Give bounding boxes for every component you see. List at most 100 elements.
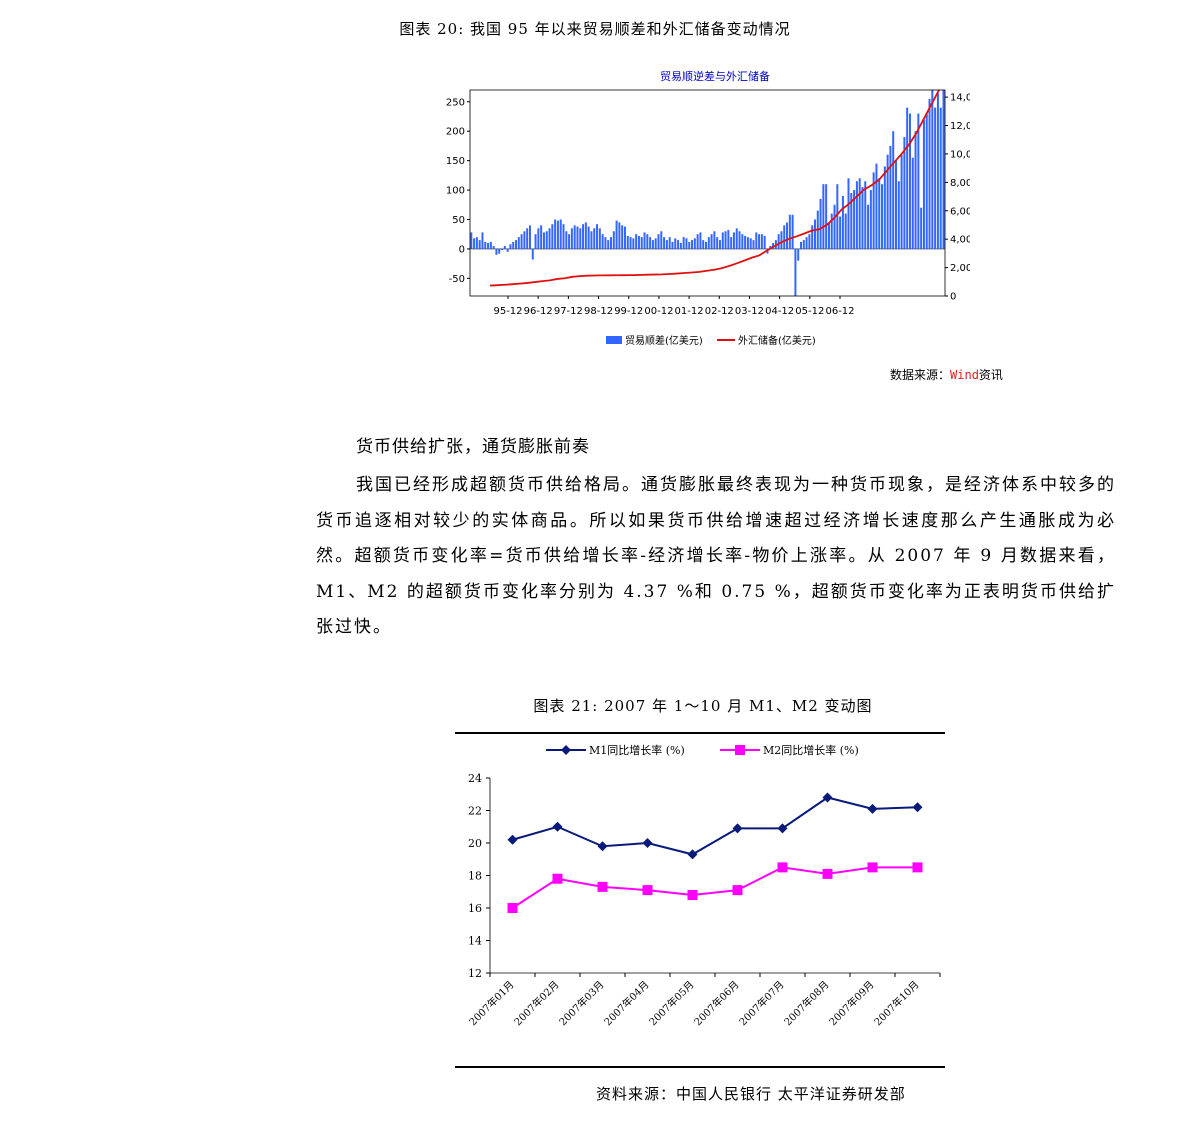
trade-fx-chart: 贸易顺逆差与外汇储备 -50 0 50 100 150 200 250 0 2,000 4,000… <box>430 60 985 350</box>
trade-bar <box>797 248 800 261</box>
trade-bar <box>939 107 942 249</box>
m2-point <box>777 862 788 873</box>
x-tick-label: 98-12 <box>584 306 613 317</box>
right-tick-label: 8,000 <box>950 178 970 189</box>
trade-bar <box>665 240 668 249</box>
section-heading: 货币供给扩张，通货膨胀前奏 <box>356 437 590 457</box>
trade-bar <box>601 234 604 249</box>
trade-bar <box>766 248 769 254</box>
right-tick-label: 12,000 <box>950 121 970 132</box>
trade-bar <box>892 131 895 249</box>
trade-bar <box>724 231 727 249</box>
x-tick-label: 96-12 <box>524 306 553 317</box>
m2-point <box>867 862 878 873</box>
trade-bar <box>741 234 744 249</box>
trade-bar <box>637 235 640 249</box>
trade-bar <box>654 238 657 249</box>
m1-point <box>687 849 698 860</box>
m2-point <box>507 903 518 913</box>
trade-bar <box>744 235 747 249</box>
m1-point <box>552 821 563 832</box>
trade-bar <box>755 232 758 249</box>
trade-bar <box>833 204 836 249</box>
trade-bar <box>657 234 660 249</box>
trade-bar <box>705 241 707 249</box>
trade-bar <box>531 248 534 260</box>
x-tick-label: 2007年10月 <box>871 978 921 1028</box>
trade-bar <box>788 214 791 249</box>
trade-bar <box>481 232 484 249</box>
m2-point <box>642 885 653 896</box>
trade-bar <box>548 228 551 249</box>
trade-bar <box>841 195 844 249</box>
m1-point <box>507 834 518 845</box>
trade-bar <box>668 237 671 249</box>
trade-bar <box>492 245 495 249</box>
trade-bar <box>545 231 548 249</box>
trade-bar <box>897 181 900 249</box>
fx-reserve-line <box>489 89 940 287</box>
plot-frame <box>469 89 946 297</box>
trade-bar <box>696 234 699 249</box>
trade-bar <box>618 222 621 249</box>
trade-bar <box>515 240 517 249</box>
x-tick-label: 95-12 <box>493 306 522 317</box>
left-tick-label: 250 <box>446 97 465 108</box>
trade-bar <box>791 214 794 249</box>
trade-bar <box>568 234 571 249</box>
trade-bar <box>475 237 478 249</box>
y-tick-label: 22 <box>468 805 482 818</box>
legend-label-m2: M2同比增长率 (%) <box>763 743 859 757</box>
m1-point <box>867 803 878 814</box>
legend-marker-m2 <box>735 745 745 755</box>
trade-bar <box>663 237 666 249</box>
trade-bar <box>746 237 749 249</box>
trade-bar <box>836 184 839 249</box>
trade-bar <box>760 234 763 249</box>
legend-label-m1: M1同比增长率 (%) <box>589 743 685 757</box>
trade-bar <box>528 225 531 249</box>
x-tick-label: 99-12 <box>614 306 643 317</box>
figure-20-source: 数据来源：Wind资讯 <box>890 366 1003 383</box>
trade-bar <box>886 154 889 249</box>
x-tick-label: 97-12 <box>554 306 583 317</box>
trade-bar <box>883 166 886 249</box>
trade-bar <box>649 237 652 249</box>
x-tick-label: 04-12 <box>765 306 794 317</box>
source-tail: 资讯 <box>978 368 1003 382</box>
trade-bar <box>470 232 473 249</box>
trade-bar <box>794 248 797 296</box>
trade-bar <box>931 90 934 249</box>
trade-bar <box>615 220 618 249</box>
trade-bar <box>640 237 643 249</box>
trade-bar <box>827 222 830 249</box>
trade-bar <box>727 230 730 249</box>
m1-point <box>597 841 608 852</box>
m2-point <box>597 881 608 892</box>
trade-bar <box>908 113 911 249</box>
trade-bar <box>643 232 646 249</box>
trade-bar <box>936 92 939 249</box>
trade-bar <box>934 107 937 249</box>
trade-bar <box>819 198 822 249</box>
trade-bar <box>590 231 593 249</box>
source-wind: Wind <box>950 368 979 382</box>
trade-bar <box>869 190 872 249</box>
trade-bar <box>551 224 554 249</box>
trade-bar <box>489 241 492 249</box>
body-paragraph: 我国已经形成超额货币供给格局。通货膨胀最终表现为一种货币现象，是经济体系中较多的… <box>316 468 1116 646</box>
trade-bar <box>554 219 557 249</box>
trade-bar <box>495 248 498 255</box>
trade-bar <box>623 226 626 249</box>
trade-bar <box>523 231 526 249</box>
trade-bar <box>607 240 610 249</box>
trade-bar <box>928 98 931 249</box>
left-tick-label: 0 <box>459 244 465 255</box>
right-tick-label: 14,000 <box>950 93 970 104</box>
trade-bar <box>573 225 576 249</box>
trade-bar <box>730 237 733 249</box>
y-tick-label: 12 <box>468 967 482 980</box>
trade-bar <box>735 228 738 249</box>
figure-20-caption: 图表 20: 我国 95 年以来贸易顺差和外汇储备变动情况 <box>399 20 791 38</box>
x-tick-label: 06-12 <box>825 306 854 317</box>
